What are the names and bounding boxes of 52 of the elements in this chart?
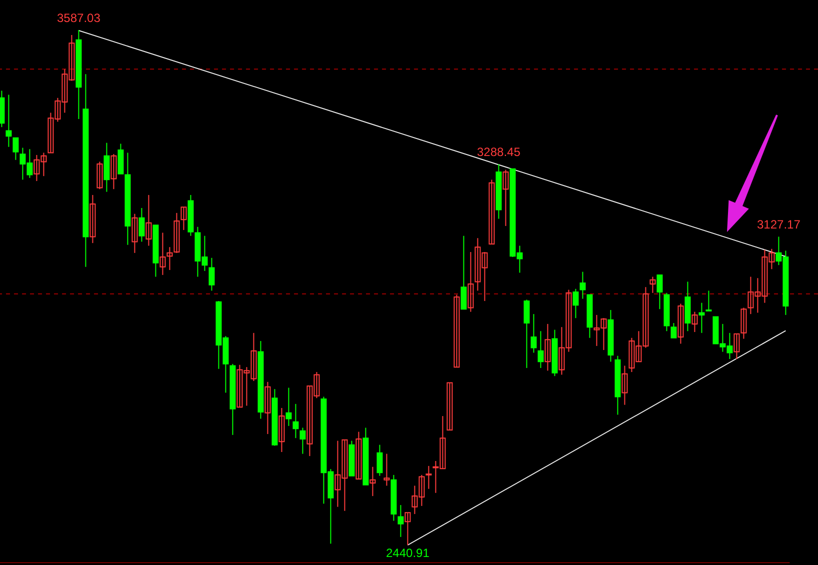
candlestick bbox=[488, 179, 495, 244]
candlestick bbox=[146, 194, 152, 246]
candlestick bbox=[278, 407, 285, 453]
candlestick bbox=[208, 257, 215, 292]
candlestick bbox=[376, 444, 383, 476]
annotation: 3587.03 bbox=[57, 11, 101, 26]
candlestick bbox=[650, 276, 656, 294]
candlestick bbox=[166, 246, 173, 271]
candlestick bbox=[160, 232, 166, 276]
annotation: 3288.45 bbox=[477, 145, 521, 160]
candlestick bbox=[384, 453, 390, 486]
candlestick bbox=[90, 194, 96, 244]
candlestick bbox=[524, 299, 530, 368]
candlestick bbox=[572, 288, 579, 319]
candlestick bbox=[530, 314, 537, 354]
candlestick bbox=[404, 512, 411, 546]
candlestick bbox=[670, 322, 677, 338]
candlestick bbox=[622, 365, 628, 406]
candlestick bbox=[426, 465, 432, 490]
candlestick bbox=[656, 274, 663, 310]
candlestick bbox=[460, 235, 467, 310]
candlestick bbox=[180, 206, 187, 231]
candlestick bbox=[292, 403, 299, 439]
candlestick bbox=[398, 504, 404, 538]
candlestick bbox=[580, 271, 586, 300]
candlestick bbox=[138, 207, 145, 242]
candlestick bbox=[692, 311, 698, 333]
candlestick bbox=[132, 213, 138, 254]
candlestick bbox=[356, 431, 362, 480]
candlestick bbox=[174, 212, 180, 254]
candlestick bbox=[300, 427, 306, 454]
candlestick bbox=[6, 94, 12, 148]
annotation: 2440.91 bbox=[386, 546, 430, 560]
candlestick bbox=[468, 252, 474, 312]
candlestick bbox=[264, 381, 271, 435]
candlestick bbox=[110, 154, 117, 190]
candlestick bbox=[96, 161, 103, 190]
candlestick bbox=[502, 169, 509, 226]
candlestick bbox=[446, 382, 453, 430]
candlestick bbox=[454, 294, 460, 368]
candlestick bbox=[698, 302, 705, 334]
candlestick bbox=[286, 387, 292, 426]
candlestick bbox=[678, 303, 684, 344]
candlestick bbox=[706, 290, 712, 312]
annotation: 3127.17 bbox=[757, 218, 801, 232]
candlestick bbox=[12, 137, 19, 160]
candlestick bbox=[538, 330, 544, 368]
candlestick bbox=[104, 142, 110, 192]
candlestick bbox=[544, 323, 551, 372]
candlestick bbox=[740, 307, 747, 340]
candlestick bbox=[370, 466, 376, 497]
candlestick bbox=[734, 333, 740, 360]
